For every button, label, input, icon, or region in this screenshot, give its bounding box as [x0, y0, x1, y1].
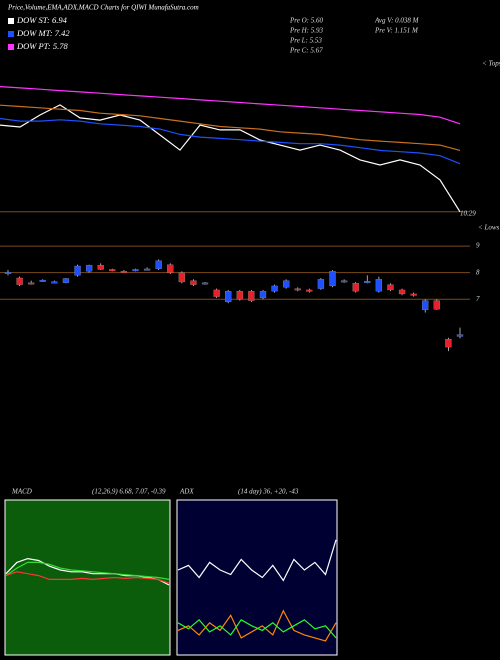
candle-body	[294, 288, 301, 291]
candle-body	[364, 281, 371, 283]
legend-label: DOW MT: 7.42	[16, 28, 70, 38]
legend-label: DOW PT: 5.78	[16, 41, 69, 51]
level-label: 10.29	[460, 209, 476, 217]
line-series	[0, 117, 461, 165]
y-tick-label: 7	[476, 295, 480, 303]
candle-body	[433, 300, 440, 310]
candle-body	[132, 269, 139, 272]
legend-swatch	[8, 31, 14, 37]
line-series	[5, 561, 170, 580]
candle-body	[109, 269, 116, 272]
stat-label: Pre V: 1.151 M	[374, 27, 419, 35]
y-tick-label: 9	[476, 242, 480, 250]
candle-body	[178, 272, 185, 283]
candle-body	[283, 280, 290, 288]
candle-body	[422, 300, 429, 311]
candle-body	[213, 289, 220, 297]
candle-body	[456, 334, 464, 337]
candle-body	[74, 265, 81, 276]
candle-body	[201, 282, 209, 285]
line-series	[0, 86, 461, 125]
candle-body	[306, 289, 313, 292]
candle-body	[352, 283, 359, 292]
line-series	[0, 104, 461, 151]
candle-body	[387, 284, 394, 291]
line-series	[177, 618, 337, 639]
legend-swatch	[8, 18, 14, 24]
candle-body	[167, 264, 174, 273]
candle-body	[410, 293, 417, 296]
stat-label: Pre H: 5.93	[289, 27, 323, 35]
legend-label: DOW ST: 6.94	[16, 15, 68, 25]
adx-subtitle: (14 day) 36, +20, -43	[238, 488, 299, 496]
candle-body	[375, 279, 383, 292]
macd-title: MACD	[11, 488, 32, 496]
line-series	[177, 609, 337, 642]
candle-body	[143, 268, 151, 271]
candle-body	[85, 265, 93, 272]
candle-body	[155, 260, 162, 269]
adx-title: ADX	[179, 488, 194, 496]
candle-body	[340, 280, 348, 283]
candle-body	[248, 291, 255, 301]
candle-body	[4, 271, 12, 274]
chart-title: Price,Volume,EMA,ADX,MACD Charts for QIW…	[7, 4, 199, 12]
line-series	[177, 539, 337, 582]
candle-body	[445, 338, 452, 348]
candle-body	[51, 281, 58, 284]
candle-body	[398, 289, 406, 295]
macd-subtitle: (12,26,9) 6.68, 7.07, -0.39	[92, 488, 166, 496]
stat-label: Pre C: 5.67	[289, 47, 323, 55]
candle-body	[190, 280, 197, 285]
stat-label: Pre O: 5.60	[289, 17, 323, 25]
line-series	[0, 104, 461, 213]
lows-label: < Lows	[478, 224, 500, 232]
adx-panel	[176, 499, 338, 656]
candle-body	[271, 285, 278, 292]
y-tick-label: 8	[476, 268, 480, 276]
candle-body	[97, 265, 104, 270]
legend-swatch	[8, 44, 14, 50]
candle-body	[317, 279, 325, 289]
candle-body	[259, 291, 267, 299]
candle-body	[62, 278, 70, 283]
candle-body	[236, 291, 243, 300]
candle-body	[16, 277, 23, 285]
stat-label: Avg V: 0.038 M	[374, 17, 420, 25]
candle-body	[39, 279, 46, 282]
stat-label: Pre L: 5.53	[289, 37, 322, 45]
tops-label: < Tops	[482, 60, 500, 68]
candle-body	[225, 291, 232, 303]
candle-body	[120, 271, 128, 273]
candle-body	[28, 282, 35, 285]
line-series	[5, 571, 170, 584]
candle-body	[329, 271, 336, 287]
